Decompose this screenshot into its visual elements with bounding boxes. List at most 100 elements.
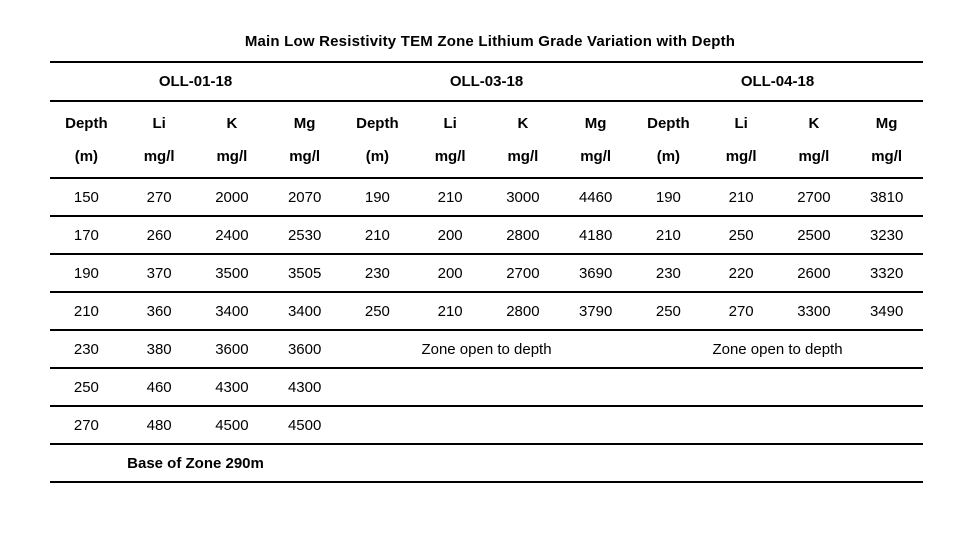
data-cell: 3320: [850, 254, 923, 293]
col-header-label: K: [808, 114, 820, 132]
data-cell: 2800: [486, 216, 560, 255]
col-header-mg: Mg mg/l: [268, 101, 341, 179]
data-cell: 460: [122, 368, 196, 407]
empty-cell: [341, 368, 632, 407]
data-cell: 170: [50, 216, 123, 255]
data-cell: 200: [413, 216, 487, 255]
data-cell: 210: [632, 216, 705, 255]
col-header-label: K: [226, 114, 238, 132]
table-row: 190 370 3500 3505 230 200 2700 3690 230 …: [50, 254, 923, 293]
col-header-label: Li: [152, 114, 166, 132]
data-cell: 210: [413, 292, 487, 331]
group-header-oll-03-18: OLL-03-18: [341, 62, 632, 102]
data-cell: 2400: [195, 216, 269, 255]
col-header-unit: (m): [656, 147, 681, 165]
data-cell: 150: [50, 178, 123, 217]
data-cell: 4460: [559, 178, 632, 217]
empty-cell: [632, 368, 923, 407]
col-header-label: Li: [734, 114, 748, 132]
table-row: 270 480 4500 4500: [50, 406, 923, 445]
group-header-oll-04-18: OLL-04-18: [632, 62, 923, 102]
col-header-li: Li mg/l: [122, 101, 196, 179]
col-header-label: Mg: [875, 114, 898, 132]
data-cell: 370: [122, 254, 196, 293]
table-row: 210 360 3400 3400 250 210 2800 3790 250 …: [50, 292, 923, 331]
data-cell: 250: [50, 368, 123, 407]
table-row: 250 460 4300 4300: [50, 368, 923, 407]
col-header-unit: (m): [365, 147, 390, 165]
data-cell: 2600: [777, 254, 851, 293]
data-cell: 2700: [777, 178, 851, 217]
data-cell: 250: [704, 216, 778, 255]
col-header-unit: (m): [74, 147, 99, 165]
data-cell: 230: [632, 254, 705, 293]
data-cell: 190: [632, 178, 705, 217]
empty-cell: [341, 406, 632, 445]
col-header-li: Li mg/l: [704, 101, 778, 179]
data-cell: 190: [341, 178, 414, 217]
col-header-mg: Mg mg/l: [850, 101, 923, 179]
data-cell: 270: [704, 292, 778, 331]
data-cell: 3790: [559, 292, 632, 331]
data-cell: 250: [632, 292, 705, 331]
table-row: 230 380 3600 3600 Zone open to depth Zon…: [50, 330, 923, 369]
data-cell: 2700: [486, 254, 560, 293]
data-cell: 3000: [486, 178, 560, 217]
data-cell: 270: [122, 178, 196, 217]
data-cell: 360: [122, 292, 196, 331]
data-cell: 3400: [268, 292, 341, 331]
col-header-unit: mg/l: [871, 147, 903, 165]
col-header-depth: Depth (m): [632, 101, 705, 179]
data-cell: 2800: [486, 292, 560, 331]
data-cell: 3400: [195, 292, 269, 331]
data-cell: 220: [704, 254, 778, 293]
data-cell: 200: [413, 254, 487, 293]
data-cell: 4500: [195, 406, 269, 445]
col-header-label: Depth: [647, 114, 690, 132]
col-header-unit: mg/l: [434, 147, 466, 165]
data-cell: 3230: [850, 216, 923, 255]
col-header-unit: mg/l: [725, 147, 757, 165]
col-header-unit: mg/l: [289, 147, 321, 165]
col-header-unit: mg/l: [798, 147, 830, 165]
data-cell: 4300: [195, 368, 269, 407]
col-header-depth: Depth (m): [341, 101, 414, 179]
data-cell: 380: [122, 330, 196, 369]
empty-cell: [632, 406, 923, 445]
data-cell: 230: [341, 254, 414, 293]
data-cell: 210: [50, 292, 123, 331]
data-cell: 3490: [850, 292, 923, 331]
group-header-oll-01-18: OLL-01-18: [50, 62, 341, 102]
data-cell: 3810: [850, 178, 923, 217]
base-of-zone-note: Base of Zone 290m: [50, 444, 341, 483]
zone-open-note: Zone open to depth: [632, 330, 923, 369]
data-cell: 260: [122, 216, 196, 255]
page-title: Main Low Resistivity TEM Zone Lithium Gr…: [244, 33, 736, 50]
col-header-label: Mg: [584, 114, 607, 132]
col-header-li: Li mg/l: [413, 101, 487, 179]
grade-table: OLL-01-18 OLL-03-18 OLL-04-18 Depth (m) L…: [50, 61, 923, 483]
data-cell: 4500: [268, 406, 341, 445]
data-cell: 3505: [268, 254, 341, 293]
data-cell: 3690: [559, 254, 632, 293]
table-row: Base of Zone 290m: [50, 444, 923, 483]
data-cell: 250: [341, 292, 414, 331]
data-cell: 4300: [268, 368, 341, 407]
data-cell: 2500: [777, 216, 851, 255]
col-header-mg: Mg mg/l: [559, 101, 632, 179]
data-cell: 210: [413, 178, 487, 217]
col-header-depth: Depth (m): [50, 101, 123, 179]
col-header-label: Mg: [293, 114, 316, 132]
data-cell: 230: [50, 330, 123, 369]
data-cell: 270: [50, 406, 123, 445]
col-header-label: Depth: [356, 114, 399, 132]
empty-cell: [341, 444, 923, 483]
col-header-unit: mg/l: [143, 147, 175, 165]
data-cell: 2530: [268, 216, 341, 255]
data-cell: 4180: [559, 216, 632, 255]
col-header-label: Li: [443, 114, 457, 132]
